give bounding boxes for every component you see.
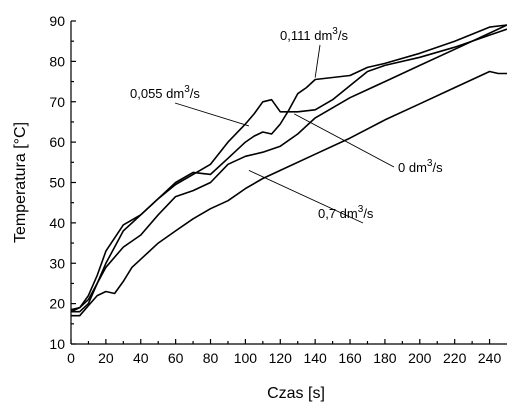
annotation-leader xyxy=(314,44,321,78)
y-tick-label: 80 xyxy=(49,53,65,69)
x-tick-label: 140 xyxy=(303,350,327,366)
x-tick-label: 120 xyxy=(269,350,293,366)
annotation-label: 0,055 dm3/s xyxy=(130,84,200,101)
y-tick-label: 70 xyxy=(49,94,65,110)
x-tick-label: 240 xyxy=(478,350,502,366)
annotation-group: 0,111 dm3/s 0,055 dm3/s 0 dm3/s 0,7 dm3/s xyxy=(130,26,443,224)
x-tick-label: 40 xyxy=(133,350,149,366)
y-tick-label: 20 xyxy=(49,296,65,312)
series-line-3 xyxy=(71,70,507,317)
x-tick-label: 160 xyxy=(338,350,362,366)
x-tick-label: 80 xyxy=(203,350,219,366)
y-tick-label: 40 xyxy=(49,215,65,231)
annotation-leader xyxy=(248,169,364,224)
x-tick-label: 180 xyxy=(373,350,397,366)
x-tick-label: 200 xyxy=(408,350,432,366)
y-tick-label: 90 xyxy=(49,13,65,29)
x-tick-label: 220 xyxy=(443,350,467,366)
annotation-leader xyxy=(174,102,250,127)
x-tick-label: 60 xyxy=(168,350,184,366)
y-tick-label: 30 xyxy=(49,255,65,271)
x-axis-title: Czas [s] xyxy=(267,385,325,402)
series-line-0 xyxy=(70,24,507,311)
y-tick-label: 60 xyxy=(49,134,65,150)
series-line-1 xyxy=(70,28,507,313)
y-tick-label: 10 xyxy=(49,336,65,352)
series-line-2 xyxy=(71,24,507,313)
y-axis-title: Temperatura [°C] xyxy=(12,122,29,243)
x-tick-label: 100 xyxy=(234,350,258,366)
annotation-label: 0,7 dm3/s xyxy=(318,204,374,221)
x-tick-label: 0 xyxy=(67,350,75,366)
axis-group: 0 20 40 60 80 100 120 140 160 180 200 220 240 10 20 30 4… xyxy=(12,13,507,402)
series-group xyxy=(70,24,507,317)
y-tick-label: 50 xyxy=(49,175,65,191)
annotation-label: 0 dm3/s xyxy=(398,158,443,175)
annotation-label: 0,111 dm3/s xyxy=(280,26,348,43)
annotation-leader xyxy=(294,113,395,168)
x-tick-label: 20 xyxy=(98,350,114,366)
